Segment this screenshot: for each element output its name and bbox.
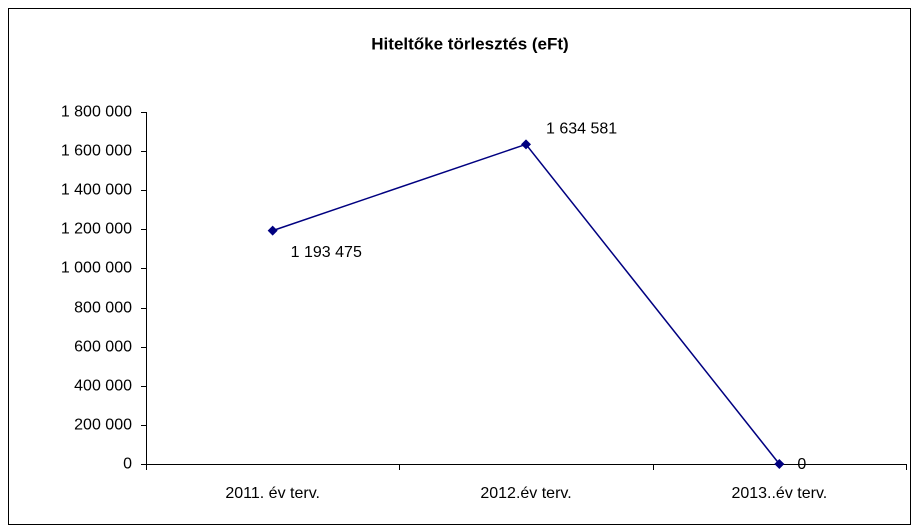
data-point xyxy=(521,139,531,150)
data-point xyxy=(774,459,785,469)
data-label: 0 xyxy=(797,456,806,473)
chart-border xyxy=(8,8,911,525)
y-tick-label: 1 000 000 xyxy=(61,260,132,277)
x-tick-label: 2011. év terv. xyxy=(225,485,320,502)
data-label: 1 193 475 xyxy=(291,244,362,261)
data-point xyxy=(267,225,278,236)
y-tick-label: 400 000 xyxy=(74,378,132,395)
y-tick-label: 0 xyxy=(123,456,132,473)
x-tick-label: 2012.év terv. xyxy=(480,485,571,502)
y-tick-label: 1 200 000 xyxy=(61,221,132,238)
y-tick-label: 800 000 xyxy=(74,300,132,317)
y-tick-label: 200 000 xyxy=(74,417,132,434)
y-tick-label: 600 000 xyxy=(74,339,132,356)
y-tick-label: 1 800 000 xyxy=(61,104,132,121)
y-tick-label: 1 400 000 xyxy=(61,182,132,199)
data-label: 1 634 581 xyxy=(546,121,617,138)
chart-title: Hiteltőke törlesztés (eFt) xyxy=(371,34,568,53)
x-tick-label: 2013..év terv. xyxy=(731,485,827,502)
y-tick-label: 1 600 000 xyxy=(61,143,132,160)
